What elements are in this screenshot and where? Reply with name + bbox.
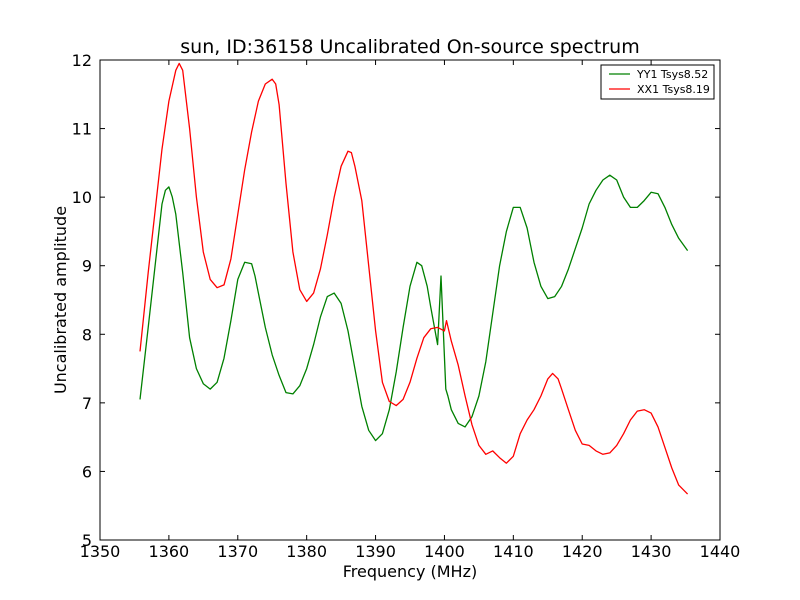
axis-ticks: 1350 1360 1370 1380 1390 1400 1410 1420 1430 1440… (72, 51, 741, 561)
x-tick-label: 1390 (355, 542, 396, 561)
x-tick-label: 1400 (424, 542, 465, 561)
legend-label-yy1: YY1 Tsys8.52 (636, 68, 708, 81)
y-tick-label: 10 (72, 188, 92, 207)
y-axis-label: Uncalibrated amplitude (51, 206, 70, 394)
x-tick-label: 1440 (700, 542, 741, 561)
y-tick-label: 6 (82, 462, 92, 481)
y-tick-label: 7 (82, 394, 92, 413)
y-tick-label: 5 (82, 531, 92, 550)
y-tick-label: 8 (82, 325, 92, 344)
y-tick-label: 9 (82, 257, 92, 276)
x-tick-label: 1370 (217, 542, 258, 561)
legend: YY1 Tsys8.52 XX1 Tsys8.19 (600, 64, 715, 100)
x-tick-label: 1410 (493, 542, 534, 561)
legend-label-xx1: XX1 Tsys8.19 (637, 83, 710, 96)
x-tick-label: 1430 (631, 542, 672, 561)
x-tick-label: 1380 (286, 542, 327, 561)
series-line-yy1 (139, 174, 689, 442)
x-tick-label: 1350 (80, 542, 121, 561)
series-layer (139, 62, 689, 495)
series-line-xx1 (139, 62, 689, 495)
plot-area (99, 59, 721, 541)
x-tick-label: 1360 (149, 542, 190, 561)
y-tick-label: 11 (72, 120, 92, 139)
x-tick-label: 1420 (562, 542, 603, 561)
legend-box (600, 64, 715, 100)
x-axis-label: Frequency (MHz) (343, 562, 477, 581)
y-tick-label: 12 (72, 51, 92, 70)
chart-title: sun, ID:36158 Uncalibrated On-source spe… (180, 36, 639, 58)
